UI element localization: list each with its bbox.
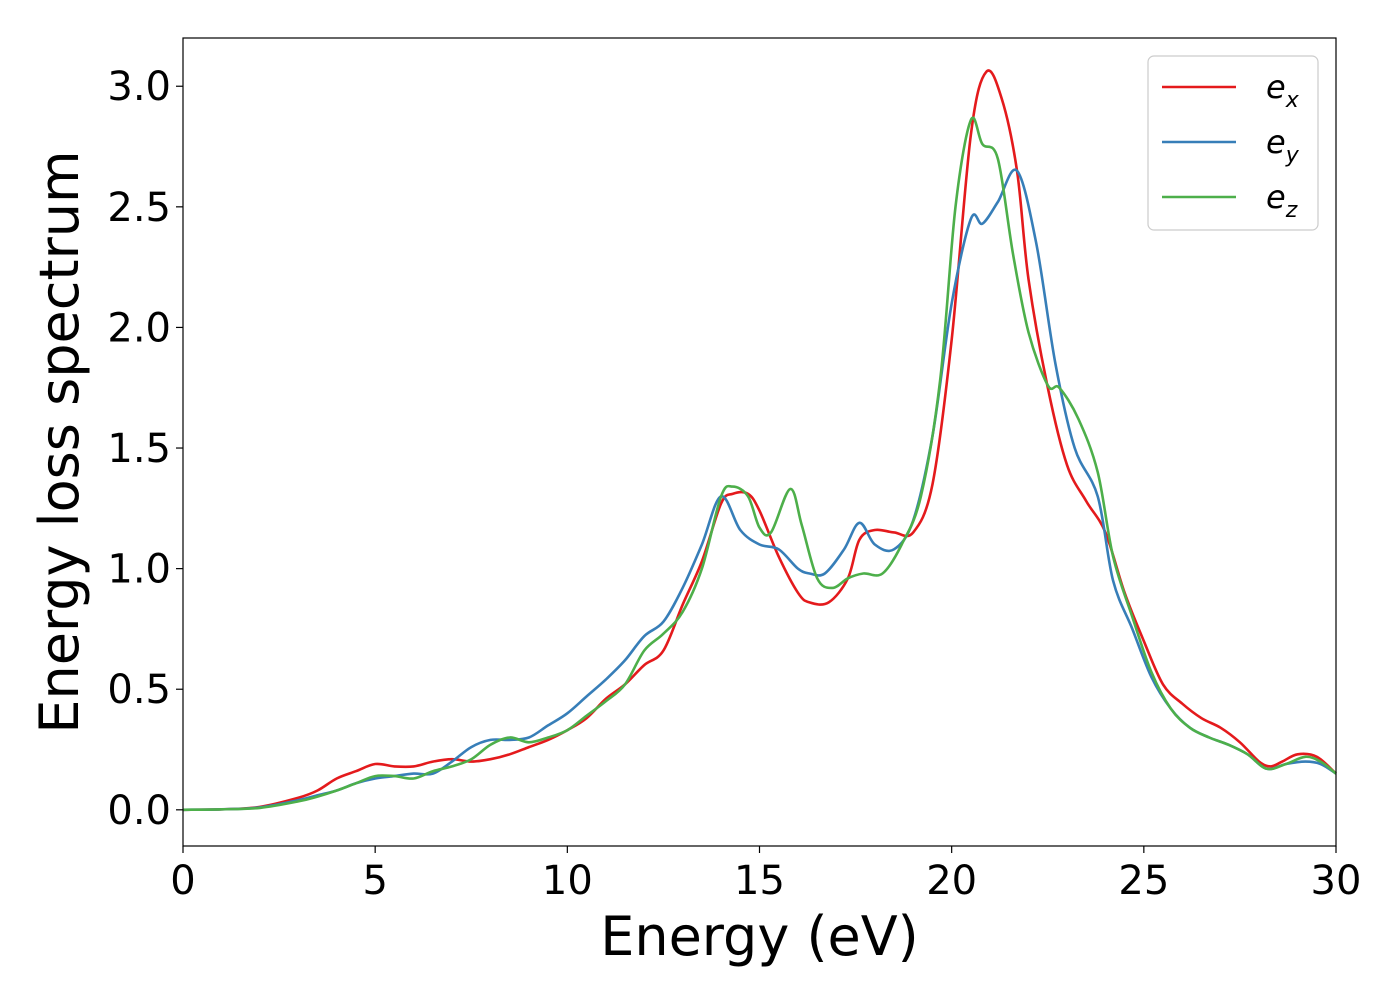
y-tick-label: 0.0 <box>107 788 171 834</box>
y-tick-label: 2.5 <box>107 185 171 231</box>
y-tick-label: 0.5 <box>107 667 171 713</box>
x-axis-ticks: 0 5 10 15 20 25 30 <box>170 846 1361 904</box>
plot-area-frame <box>182 37 1337 847</box>
y-tick-label: 1.0 <box>107 547 171 593</box>
x-axis-label: Energy (eV) <box>600 905 919 968</box>
x-tick-label: 25 <box>1118 858 1169 904</box>
series-lines <box>182 69 1337 812</box>
legend-label-ex: ex <box>1266 68 1300 113</box>
y-tick-label: 1.5 <box>107 426 171 472</box>
series-line-ez <box>182 116 1337 812</box>
y-axis-ticks: 0.0 0.5 1.0 1.5 2.0 2.5 3.0 <box>107 64 183 834</box>
x-tick-label: 20 <box>926 858 977 904</box>
series-line-ey <box>182 168 1337 812</box>
x-tick-label: 10 <box>542 858 593 904</box>
y-tick-label: 2.0 <box>107 305 171 351</box>
legend: ex ey ez <box>1147 55 1319 231</box>
legend-label-ey: ey <box>1266 123 1300 168</box>
y-tick-label: 3.0 <box>107 64 171 110</box>
x-tick-label: 0 <box>170 858 195 904</box>
x-tick-label: 5 <box>362 858 387 904</box>
legend-label-ez: ez <box>1266 178 1298 223</box>
y-axis-label: Energy loss spectrum <box>28 150 91 733</box>
series-line-ex <box>182 69 1337 812</box>
x-tick-label: 15 <box>734 858 785 904</box>
x-tick-label: 30 <box>1311 858 1362 904</box>
